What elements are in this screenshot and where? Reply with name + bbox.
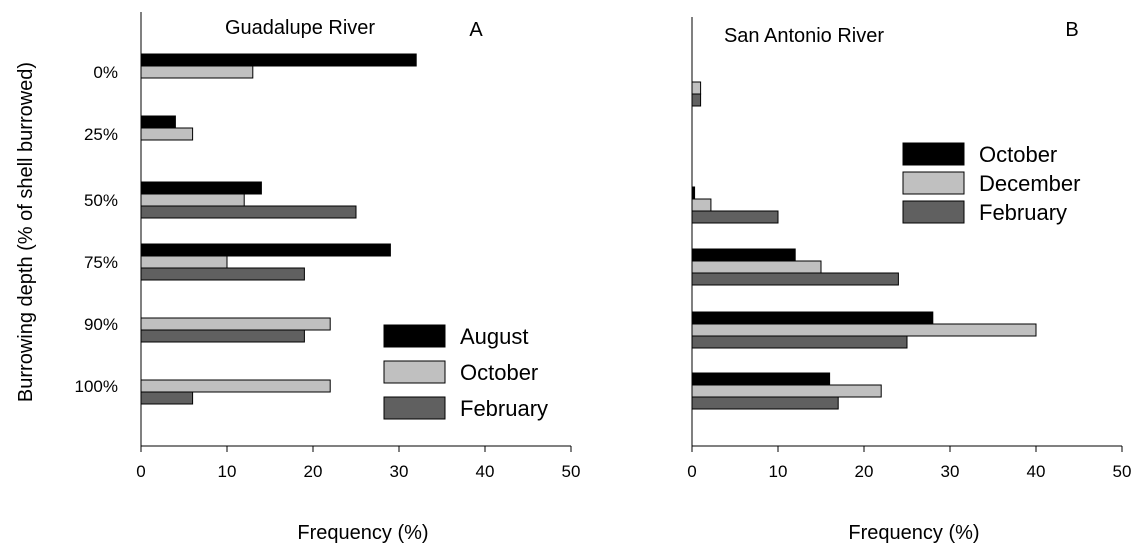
panel-b-bar-february xyxy=(691,396,839,410)
panel-a-bar-october xyxy=(140,317,331,331)
panel-b-x-tick-label: 40 xyxy=(1027,462,1046,481)
panel-a-legend-label: August xyxy=(460,324,529,349)
panel-a-x-axis-label: Frequency (%) xyxy=(297,522,428,544)
panel-a-legend: August October February xyxy=(383,324,548,421)
panel-b-legend-label: December xyxy=(979,171,1080,196)
panel-b-bar-february xyxy=(691,210,779,224)
panel-a-category-label: 90% xyxy=(84,315,118,334)
panel-a-bar-august xyxy=(140,181,262,195)
panel-a-bar-february xyxy=(140,267,305,281)
panel-b-x-axis-label: Frequency (%) xyxy=(848,522,979,544)
panel-a: 0 10 20 30 40 50 Frequency (%) Guadalupe River A… xyxy=(75,12,581,544)
panel-b-letter: B xyxy=(1065,19,1078,41)
panel-a-bar-october xyxy=(140,255,228,269)
panel-a-x-tick-label: 50 xyxy=(562,462,581,481)
panel-a-category-label: 100% xyxy=(75,377,118,396)
panel-a-bar-february xyxy=(140,205,357,219)
panel-a-bar-october xyxy=(140,193,245,207)
panel-b-bar-february xyxy=(691,272,899,286)
panel-a-title: Guadalupe River xyxy=(225,17,375,39)
panel-b-bar-december xyxy=(691,81,702,95)
panel-b-x-tick-label: 10 xyxy=(769,462,788,481)
panel-a-x-tick-label: 30 xyxy=(390,462,409,481)
panel-a-bar-february xyxy=(140,329,305,343)
panel-b-bar-february xyxy=(691,335,908,349)
panel-a-legend-label: February xyxy=(460,396,548,421)
panel-a-bar-october xyxy=(140,65,254,79)
panel-a-category-label: 75% xyxy=(84,253,118,272)
panel-a-legend-swatch xyxy=(383,324,446,348)
panel-b-bar-december xyxy=(691,260,822,274)
panel-a-x-tick-label: 20 xyxy=(304,462,323,481)
panel-b-x-tick-label: 50 xyxy=(1113,462,1132,481)
panel-a-category-label: 25% xyxy=(84,125,118,144)
panel-a-category-label: 50% xyxy=(84,191,118,210)
panel-a-legend-swatch xyxy=(383,360,446,384)
panel-a-x-tick-label: 0 xyxy=(136,462,145,481)
panel-b-bar-october xyxy=(691,248,796,262)
panel-a-bar-august xyxy=(140,115,176,129)
panel-a-bar-october xyxy=(140,379,331,393)
panel-b-legend-label: October xyxy=(979,142,1057,167)
panel-b-bar-december xyxy=(691,198,712,212)
panel-b-bar-october xyxy=(691,372,831,386)
panel-a-bar-august xyxy=(140,243,391,257)
y-axis-label: Burrowing depth (% of shell burrowed) xyxy=(15,62,37,402)
panel-a-x-tick-label: 10 xyxy=(218,462,237,481)
panel-b-bar-october xyxy=(691,186,696,200)
panel-b-bar-february xyxy=(691,93,702,107)
panel-b: 0 10 20 30 40 50 Frequency (%) San Antonio Rive… xyxy=(687,17,1131,544)
panel-b-x-tick-label: 20 xyxy=(855,462,874,481)
panel-b-title: San Antonio River xyxy=(724,25,884,47)
panel-b-bar-october xyxy=(691,311,934,325)
panel-a-legend-swatch xyxy=(383,396,446,420)
panel-b-legend-swatch xyxy=(902,142,965,166)
panel-a-bar-february xyxy=(140,391,194,405)
panel-a-bar-august xyxy=(140,53,417,67)
panel-b-legend-label: February xyxy=(979,200,1067,225)
panel-b-legend-swatch xyxy=(902,171,965,195)
panel-a-bar-october xyxy=(140,127,194,141)
panel-a-category-label: 0% xyxy=(93,63,118,82)
panel-b-bar-december xyxy=(691,323,1037,337)
panel-a-x-tick-label: 40 xyxy=(476,462,495,481)
panel-b-legend-swatch xyxy=(902,200,965,224)
panel-a-letter: A xyxy=(469,19,483,41)
panel-b-x-tick-label: 0 xyxy=(687,462,696,481)
panel-b-bar-december xyxy=(691,384,882,398)
panel-b-x-tick-label: 30 xyxy=(941,462,960,481)
panel-b-legend: October December February xyxy=(902,142,1080,225)
panel-a-legend-label: October xyxy=(460,360,538,385)
